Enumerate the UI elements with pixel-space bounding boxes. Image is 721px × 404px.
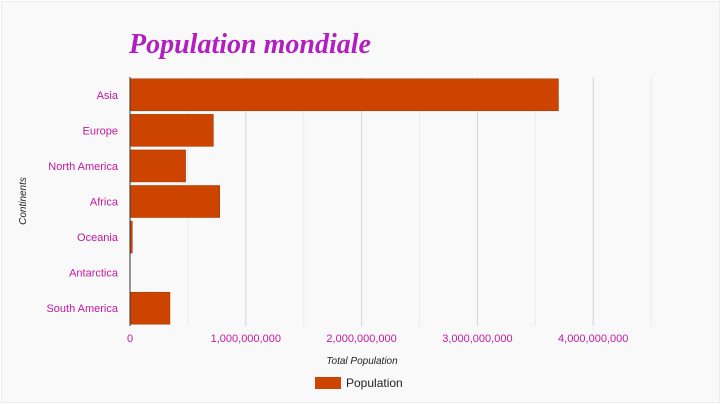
legend: Population — [315, 376, 403, 390]
category-label-north-america: North America — [48, 161, 119, 173]
bar-africa[interactable] — [129, 185, 220, 218]
x-tick-label: 3,000,000,000 — [442, 333, 512, 345]
category-label-africa: Africa — [90, 197, 119, 209]
category-label-oceania: Oceania — [77, 232, 119, 244]
category-label-south-america: South America — [46, 303, 118, 315]
legend-label: Population — [346, 376, 403, 390]
bar-europe[interactable] — [129, 114, 214, 147]
category-labels: Asia Europe North America Africa Oceania Anta… — [46, 90, 118, 315]
bar-north-america[interactable] — [129, 149, 186, 183]
x-tick-labels: 0 1,000,000,000 2,000,000,000 3,000,000,000… — [127, 333, 628, 345]
x-tick-label: 0 — [127, 333, 133, 345]
category-label-antarctica: Antarctica — [69, 268, 119, 280]
y-axis-title: Continents — [18, 177, 29, 225]
legend-swatch — [315, 377, 341, 389]
category-label-asia: Asia — [97, 90, 119, 102]
bar-asia[interactable] — [129, 78, 559, 112]
x-axis-title: Total Population — [326, 356, 398, 367]
x-tick-label: 4,000,000,000 — [558, 333, 628, 345]
bars — [129, 78, 559, 325]
bar-south-america[interactable] — [129, 291, 171, 325]
x-tick-label: 2,000,000,000 — [326, 333, 396, 345]
chart-title: Population mondiale — [129, 29, 371, 60]
grid-lines — [187, 77, 652, 326]
category-label-europe: Europe — [83, 125, 118, 137]
x-tick-label: 1,000,000,000 — [211, 333, 281, 345]
